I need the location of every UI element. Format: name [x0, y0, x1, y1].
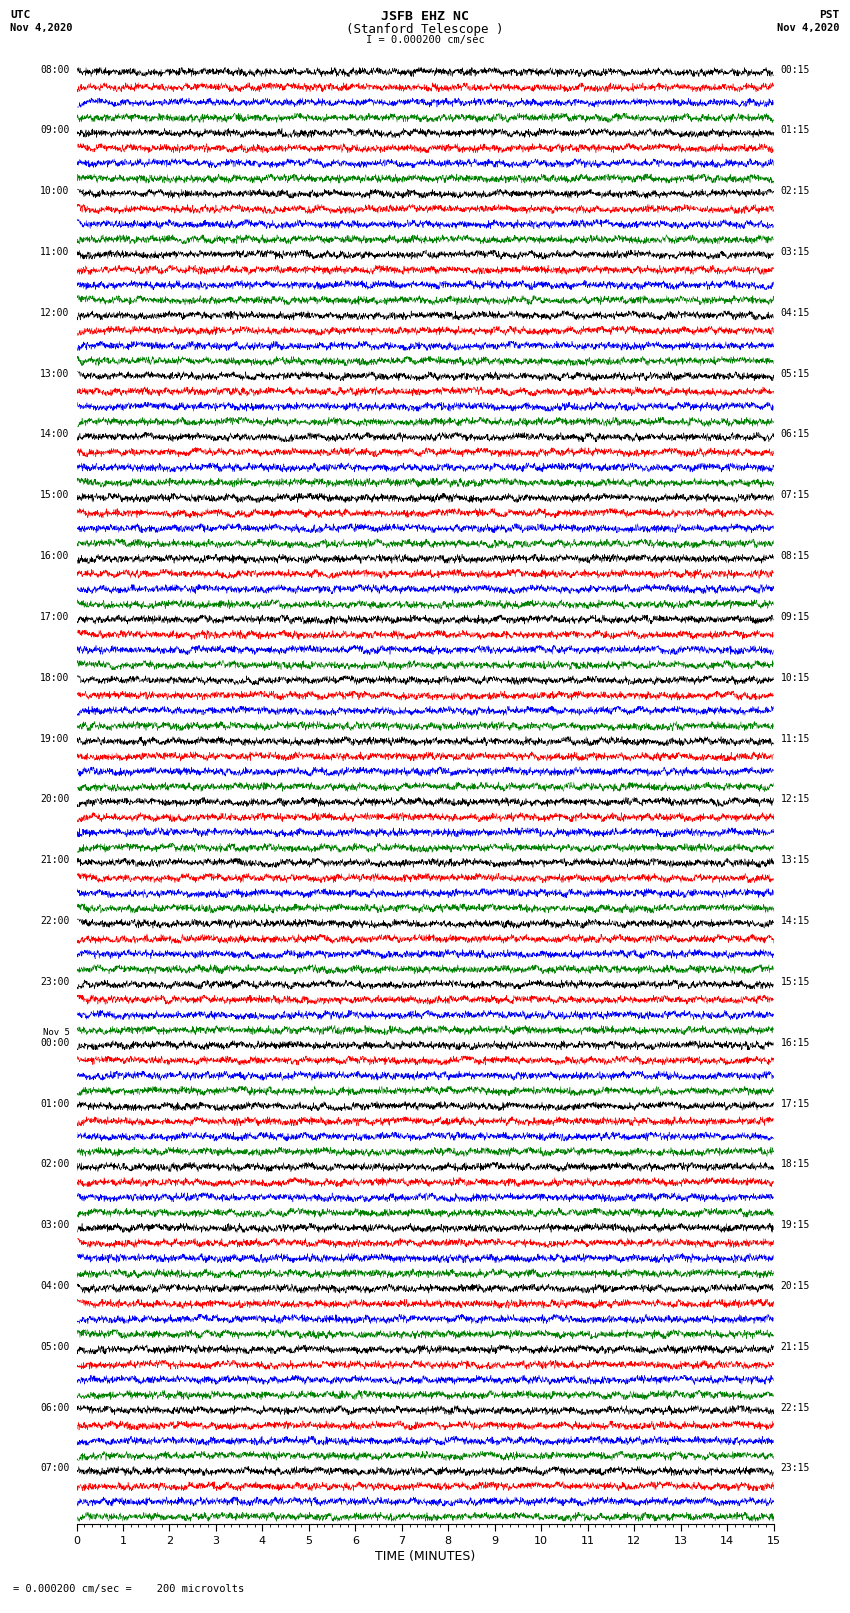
Text: 14:00: 14:00 [40, 429, 70, 439]
Text: 00:00: 00:00 [40, 1037, 70, 1048]
Text: = 0.000200 cm/sec =    200 microvolts: = 0.000200 cm/sec = 200 microvolts [13, 1584, 244, 1594]
Text: 06:15: 06:15 [780, 429, 810, 439]
Text: 03:00: 03:00 [40, 1219, 70, 1231]
Text: 10:00: 10:00 [40, 185, 70, 197]
Text: 08:15: 08:15 [780, 552, 810, 561]
Text: 20:00: 20:00 [40, 795, 70, 805]
Text: PST: PST [819, 10, 840, 19]
Text: 23:00: 23:00 [40, 977, 70, 987]
Text: 22:15: 22:15 [780, 1403, 810, 1413]
Text: 07:15: 07:15 [780, 490, 810, 500]
Text: 16:15: 16:15 [780, 1037, 810, 1048]
Text: 00:15: 00:15 [780, 65, 810, 74]
Text: JSFB EHZ NC: JSFB EHZ NC [381, 10, 469, 23]
Text: 03:15: 03:15 [780, 247, 810, 256]
Text: 19:15: 19:15 [780, 1219, 810, 1231]
Text: I = 0.000200 cm/sec: I = 0.000200 cm/sec [366, 35, 484, 45]
Text: 02:15: 02:15 [780, 185, 810, 197]
Text: 13:15: 13:15 [780, 855, 810, 865]
Text: 12:00: 12:00 [40, 308, 70, 318]
Text: 07:00: 07:00 [40, 1463, 70, 1473]
Text: 19:00: 19:00 [40, 734, 70, 744]
Text: 09:00: 09:00 [40, 126, 70, 135]
Text: 16:00: 16:00 [40, 552, 70, 561]
Text: 01:15: 01:15 [780, 126, 810, 135]
Text: 06:00: 06:00 [40, 1403, 70, 1413]
Text: 12:15: 12:15 [780, 795, 810, 805]
Text: 11:00: 11:00 [40, 247, 70, 256]
Text: 01:00: 01:00 [40, 1098, 70, 1108]
Text: 11:15: 11:15 [780, 734, 810, 744]
Text: 15:15: 15:15 [780, 977, 810, 987]
Text: 05:00: 05:00 [40, 1342, 70, 1352]
Text: 21:00: 21:00 [40, 855, 70, 865]
Text: 20:15: 20:15 [780, 1281, 810, 1290]
Text: 23:15: 23:15 [780, 1463, 810, 1473]
Text: (Stanford Telescope ): (Stanford Telescope ) [346, 23, 504, 35]
Text: 13:00: 13:00 [40, 369, 70, 379]
Text: 04:15: 04:15 [780, 308, 810, 318]
Text: 17:00: 17:00 [40, 611, 70, 623]
Text: 22:00: 22:00 [40, 916, 70, 926]
Text: 05:15: 05:15 [780, 369, 810, 379]
Text: 18:15: 18:15 [780, 1160, 810, 1169]
Text: 15:00: 15:00 [40, 490, 70, 500]
Text: UTC: UTC [10, 10, 31, 19]
Text: 17:15: 17:15 [780, 1098, 810, 1108]
Text: Nov 4,2020: Nov 4,2020 [777, 23, 840, 32]
Text: 02:00: 02:00 [40, 1160, 70, 1169]
Text: Nov 4,2020: Nov 4,2020 [10, 23, 73, 32]
Text: 08:00: 08:00 [40, 65, 70, 74]
Text: 18:00: 18:00 [40, 673, 70, 682]
Text: 04:00: 04:00 [40, 1281, 70, 1290]
Text: Nov 5: Nov 5 [42, 1027, 70, 1037]
Text: 21:15: 21:15 [780, 1342, 810, 1352]
Text: 14:15: 14:15 [780, 916, 810, 926]
X-axis label: TIME (MINUTES): TIME (MINUTES) [375, 1550, 475, 1563]
Text: 10:15: 10:15 [780, 673, 810, 682]
Text: 09:15: 09:15 [780, 611, 810, 623]
